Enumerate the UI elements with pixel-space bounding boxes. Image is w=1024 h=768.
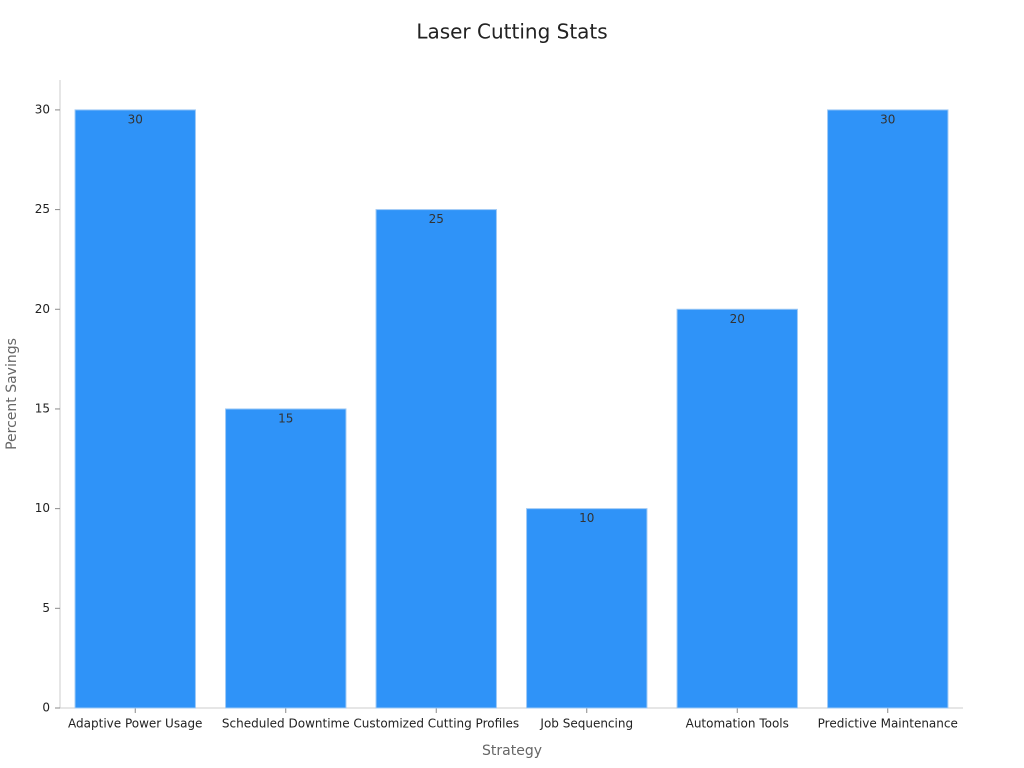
y-tick-label: 5	[42, 601, 50, 615]
y-tick-label: 25	[35, 202, 50, 216]
y-tick-label: 30	[35, 102, 50, 116]
y-tick-label: 10	[35, 501, 50, 515]
x-tick-label: Automation Tools	[686, 717, 789, 731]
data-label: 10	[579, 511, 594, 525]
x-axis-title: Strategy	[482, 743, 542, 759]
x-tick-label: Adaptive Power Usage	[68, 717, 202, 731]
bar	[225, 408, 347, 709]
chart-title: Laser Cutting Stats	[416, 20, 607, 44]
bar	[676, 308, 798, 709]
x-tick-label: Job Sequencing	[539, 717, 633, 731]
y-tick-label: 15	[35, 401, 50, 415]
data-label: 30	[880, 112, 895, 126]
data-label: 30	[128, 112, 143, 126]
data-label: 25	[429, 212, 444, 226]
x-tick-label: Customized Cutting Profiles	[353, 717, 519, 731]
data-label: 20	[730, 312, 745, 326]
x-tick-label: Scheduled Downtime	[222, 717, 350, 731]
bar	[74, 109, 196, 709]
bar	[375, 209, 497, 709]
y-tick-label: 20	[35, 302, 50, 316]
data-label: 15	[278, 411, 293, 425]
y-tick-label: 0	[42, 701, 50, 715]
x-tick-label: Predictive Maintenance	[818, 717, 958, 731]
y-axis-title: Percent Savings	[4, 338, 20, 450]
bar	[526, 508, 648, 709]
bar	[827, 109, 949, 709]
